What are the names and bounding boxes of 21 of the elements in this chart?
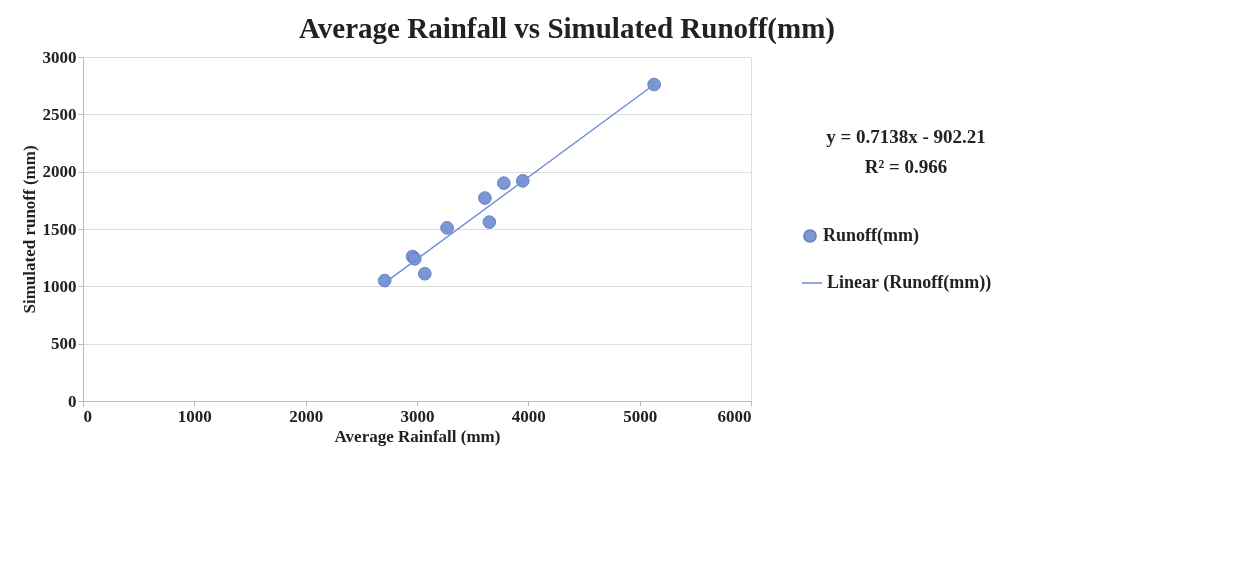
x-tick-label: 5000	[623, 406, 658, 426]
x-tick-label: 4000	[511, 406, 546, 426]
y-tick-label: 500	[51, 334, 77, 354]
y-tick-label: 1500	[42, 219, 77, 239]
chart-title: Average Rainfall vs Simulated Runoff(mm)	[299, 12, 835, 45]
x-tick-label: 6000	[717, 406, 752, 426]
y-tick-label: 3000	[42, 47, 77, 67]
legend-label: Runoff(mm)	[823, 225, 919, 246]
x-axis-title: Average Rainfall (mm)	[334, 426, 501, 446]
text: R² = 0.966	[864, 156, 948, 177]
x-tick-label: 3000	[400, 406, 435, 426]
text: y = 0.7138x - 902.21	[826, 126, 986, 147]
y-tick-label: 1000	[42, 276, 77, 296]
x-tick-label: 1000	[177, 406, 212, 426]
y-axis-title: Simulated runoff (mm)	[19, 145, 39, 314]
y-tick-label: 2000	[42, 162, 77, 182]
legend-label: Linear (Runoff(mm))	[827, 272, 992, 293]
y-tick-label: 0	[68, 391, 77, 411]
x-tick-label: 0	[83, 406, 92, 426]
x-tick-label: 2000	[289, 406, 324, 426]
y-tick-label: 2500	[42, 104, 77, 124]
